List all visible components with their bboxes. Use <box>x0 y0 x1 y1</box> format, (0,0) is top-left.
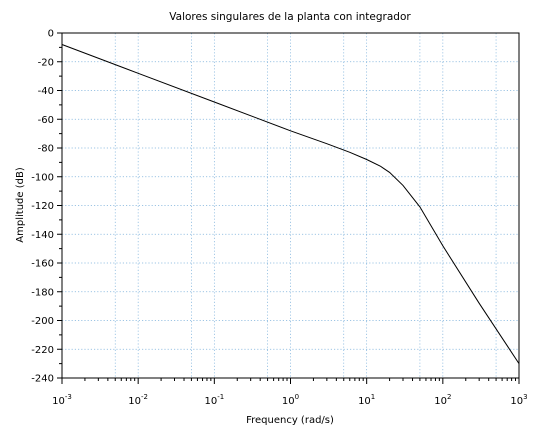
y-tick-label: -40 <box>38 86 54 97</box>
y-tick-label: -80 <box>38 144 54 155</box>
x-axis-label: Frequency (rad/s) <box>246 415 334 426</box>
y-tick-label: -140 <box>31 230 54 241</box>
y-tick-label: -160 <box>31 259 54 270</box>
x-tick-label: 102 <box>434 393 451 407</box>
y-axis-label: Amplitude (dB) <box>15 167 26 243</box>
x-tick-label: 103 <box>510 393 527 407</box>
chart-title: Valores singulares de la planta con inte… <box>169 11 411 23</box>
y-tick-label: -200 <box>31 316 54 327</box>
y-tick-label: -220 <box>31 345 54 356</box>
tick-labels: 0 -20 -40 -60 -80 -100 -120 -140 -160 -180 -200 -22… <box>31 29 527 408</box>
series-line <box>61 44 520 364</box>
y-tick-label: -100 <box>31 172 54 183</box>
y-tick-label: -60 <box>38 115 54 126</box>
x-tick-label: 10-1 <box>204 393 224 407</box>
y-tick-label: -180 <box>31 287 54 298</box>
y-tick-label: 0 <box>48 29 54 40</box>
series-layer <box>61 44 520 364</box>
axis-ticks <box>57 32 520 384</box>
x-tick-label: 10-2 <box>128 393 148 407</box>
x-tick-label: 100 <box>282 393 299 407</box>
y-tick-label: -20 <box>38 57 54 68</box>
x-tick-label: 101 <box>358 393 375 407</box>
grid <box>62 33 519 378</box>
y-tick-label: -120 <box>31 201 54 212</box>
y-tick-label: -240 <box>31 374 54 385</box>
x-tick-label: 10-3 <box>52 393 72 407</box>
